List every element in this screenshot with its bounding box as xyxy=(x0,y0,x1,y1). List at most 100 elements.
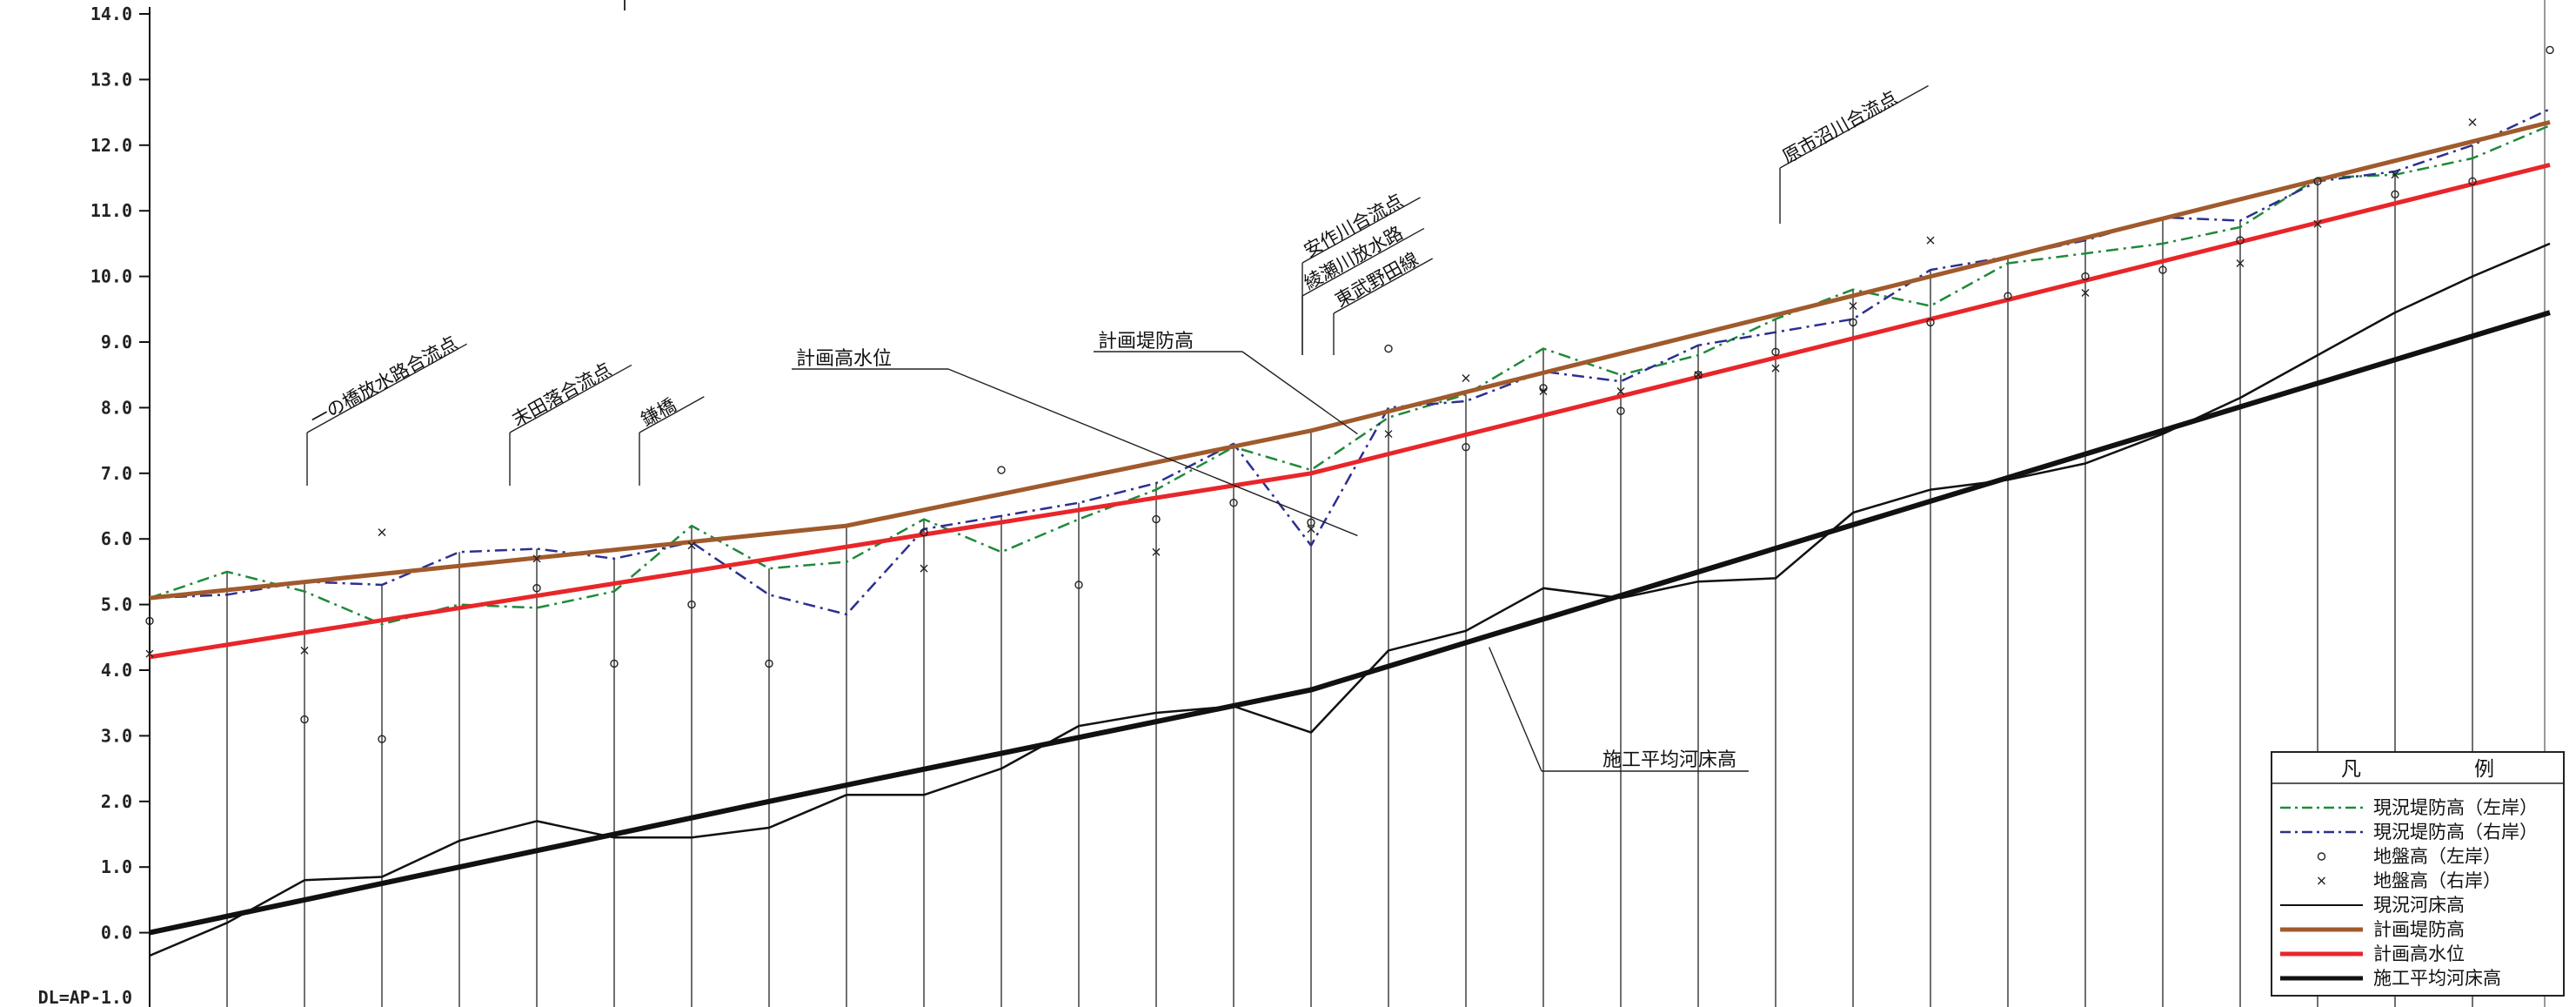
legend-label: 地盤高（右岸） xyxy=(2373,870,2501,891)
legend-title-left: 凡 xyxy=(2341,758,2361,781)
annotation-leader xyxy=(1779,84,1929,169)
callout-label: 施工平均河床高 xyxy=(1602,749,1736,771)
ground-left-marker xyxy=(1616,406,1625,415)
legend-label: 現況堤防高（左岸） xyxy=(2373,797,2538,818)
annotation-leader xyxy=(1301,227,1425,297)
ground-right-marker xyxy=(1694,371,1703,379)
series-lines xyxy=(149,108,2551,957)
legend-label: 計画堤防高 xyxy=(2373,919,2465,940)
ground-left-marker xyxy=(610,659,619,668)
ground-right-marker xyxy=(1849,302,1857,311)
location-annotation-label: 末田落合流点 xyxy=(509,359,615,430)
legend-label: 現況河床高 xyxy=(2373,895,2465,916)
y-tick-label: 4.0 xyxy=(101,660,132,681)
location-annotations: 一の橋放水路合流点 末田落合流点 鎌橋安作川合流点綾瀬川放水路東武野田線原市沼川合流… xyxy=(306,84,1929,486)
y-tick-label: 7.0 xyxy=(101,463,132,484)
ground-left-marker xyxy=(2158,265,2167,274)
ground-left-marker xyxy=(378,735,386,743)
ground-left-marker xyxy=(145,616,154,626)
legend-label: 計画高水位 xyxy=(2373,943,2465,964)
ground-right-marker xyxy=(300,646,309,655)
y-tick-label: 5.0 xyxy=(101,594,132,615)
y-tick-label: 10.0 xyxy=(90,266,132,287)
ground-left-marker xyxy=(2081,272,2090,281)
ground-right-marker xyxy=(2236,259,2245,268)
ground-left-marker xyxy=(1694,371,1703,379)
ground-right-marker xyxy=(687,541,696,550)
legend-label: 地盤高（左岸） xyxy=(2373,846,2501,867)
y-tick-label: 14.0 xyxy=(90,3,132,24)
ground-right-marker xyxy=(2468,117,2477,126)
ground-left-marker xyxy=(765,659,773,668)
series-line-plan-levee xyxy=(149,119,2551,601)
callout-leader xyxy=(1241,351,1358,435)
ground-left-marker xyxy=(1074,581,1083,589)
ground-right-marker xyxy=(920,564,928,573)
y-tick-label: 9.0 xyxy=(101,332,132,352)
ground-right-marker xyxy=(2391,171,2399,179)
ground-right-marker xyxy=(1616,387,1625,396)
ground-right-marker xyxy=(532,554,541,563)
datum-label: DL=AP-1.0 xyxy=(38,987,132,1007)
ground-left-marker xyxy=(1384,344,1393,353)
y-tick-label: 1.0 xyxy=(101,856,132,877)
y-tick-label: 0.0 xyxy=(101,923,132,943)
series-line-bed-plan xyxy=(149,310,2551,936)
ground-left-marker xyxy=(2236,236,2245,245)
ground-right-marker xyxy=(145,649,154,658)
ground-left-marker xyxy=(2468,177,2477,185)
ground-right-marker xyxy=(1539,387,1548,396)
location-annotation-label: 鎌橋 xyxy=(638,394,679,430)
ground-left-marker xyxy=(1152,514,1161,524)
ground-left-marker xyxy=(300,715,309,724)
y-tick-label: 2.0 xyxy=(101,791,132,812)
y-tick-label: 11.0 xyxy=(90,200,132,221)
y-tick-label: 13.0 xyxy=(90,69,132,90)
annotation-leader xyxy=(306,343,468,433)
location-annotation-label: 原市沼川合流点 xyxy=(1779,87,1901,167)
y-tick-label: 12.0 xyxy=(90,135,132,156)
series-line-bed-current xyxy=(149,242,2551,957)
callout-label: 計画高水位 xyxy=(796,348,892,370)
callout-leader xyxy=(1489,647,1542,772)
ground-left-marker xyxy=(1307,518,1315,527)
ground-left-marker xyxy=(1849,318,1857,327)
location-annotation-label: 一の橋放水路合流点 xyxy=(307,332,461,431)
y-tick-label: 8.0 xyxy=(101,397,132,418)
legend-title-right: 例 xyxy=(2474,758,2494,781)
ground-right-marker xyxy=(378,528,386,537)
ground-right-marker xyxy=(1152,547,1161,556)
ground-left-marker xyxy=(2546,45,2554,55)
ground-right-marker xyxy=(1926,236,1935,245)
ground-right-marker xyxy=(1307,525,1315,534)
ground-right-marker xyxy=(1462,373,1470,382)
annotation-leader xyxy=(509,364,632,433)
ground-left-marker xyxy=(1229,499,1238,507)
legend-swatch-circle xyxy=(2317,852,2326,861)
ground-left-marker xyxy=(2004,292,2012,300)
ground-left-marker xyxy=(1926,318,1935,327)
ground-left-marker xyxy=(1462,442,1470,452)
annotation-leader xyxy=(1333,258,1434,314)
ground-left-marker xyxy=(532,584,541,593)
ground-left-marker xyxy=(2391,190,2399,199)
series-line-plan-hwl xyxy=(149,162,2551,660)
annotation-leader xyxy=(1301,197,1421,264)
ground-left-marker xyxy=(920,527,928,537)
ground-right-marker xyxy=(2081,288,2090,297)
ground-right-marker xyxy=(2313,219,2322,228)
y-tick-label: 6.0 xyxy=(101,528,132,549)
y-tick-label: 3.0 xyxy=(101,725,132,746)
series-line-bank-left xyxy=(149,124,2551,626)
callout-leader xyxy=(947,368,1358,537)
legend-swatch-cross xyxy=(2318,876,2325,885)
callout-label: 計画堤防高 xyxy=(1098,331,1194,352)
annotation-leader xyxy=(639,396,705,433)
legend-label: 現況堤防高（右岸） xyxy=(2373,822,2538,843)
ground-left-marker xyxy=(2313,177,2322,185)
ground-left-marker xyxy=(1771,347,1780,357)
ground-right-marker xyxy=(1384,430,1393,439)
